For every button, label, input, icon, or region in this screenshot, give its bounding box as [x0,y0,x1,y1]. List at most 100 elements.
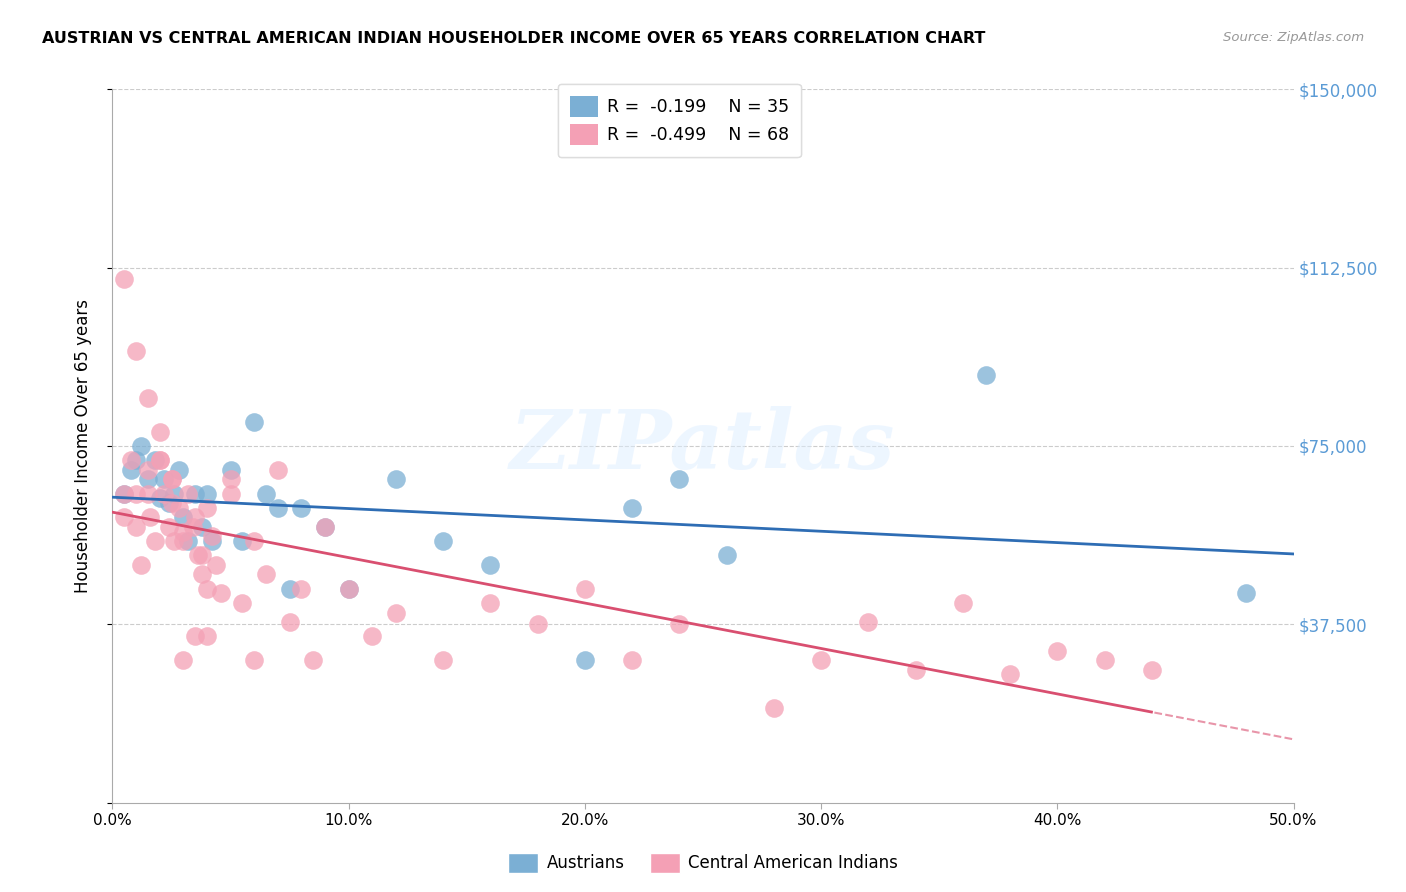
Point [143,534,166,549]
Point [668,472,690,486]
Point [952,596,974,610]
Point [160,496,183,510]
Point [191,549,214,563]
Point [219,463,242,477]
Point [157,520,180,534]
Point [120,453,142,467]
Point [267,500,290,515]
Point [125,343,148,358]
Point [163,486,186,500]
Point [302,653,325,667]
Point [112,272,135,286]
Point [129,558,152,572]
Point [184,629,207,643]
Point [129,439,152,453]
Point [904,663,927,677]
Point [184,510,207,524]
Point [172,524,194,539]
Point [160,472,183,486]
Point [136,392,159,406]
Point [125,453,148,467]
Point [385,606,408,620]
Point [181,520,204,534]
Point [149,491,172,506]
Point [243,653,266,667]
Point [160,472,183,486]
Point [143,453,166,467]
Point [172,653,194,667]
Point [231,534,253,549]
Point [290,500,312,515]
Legend: R =  -0.199    N = 35, R =  -0.499    N = 68: R = -0.199 N = 35, R = -0.499 N = 68 [558,84,801,157]
Point [858,615,880,629]
Point [1234,586,1257,600]
Point [621,500,644,515]
Point [314,520,336,534]
Point [278,615,301,629]
Legend: Austrians, Central American Indians: Austrians, Central American Indians [502,847,904,880]
Point [314,520,336,534]
Point [209,586,232,600]
Point [1094,653,1116,667]
Point [201,534,224,549]
Point [243,415,266,429]
Text: ZIPatlas: ZIPatlas [510,406,896,486]
Point [191,567,214,582]
Point [167,500,190,515]
Point [195,582,218,596]
Point [290,582,312,596]
Point [136,463,159,477]
Point [112,510,135,524]
Point [479,558,502,572]
Point [432,534,454,549]
Point [172,534,194,549]
Point [976,368,998,382]
Point [153,472,176,486]
Point [526,617,548,632]
Point [716,549,738,563]
Point [1140,663,1163,677]
Point [112,486,135,500]
Point [184,486,207,500]
Point [337,582,360,596]
Point [157,496,180,510]
Point [177,534,200,549]
Text: Source: ZipAtlas.com: Source: ZipAtlas.com [1223,31,1364,45]
Point [621,653,644,667]
Point [163,534,186,549]
Point [267,463,290,477]
Point [479,596,502,610]
Point [177,486,200,500]
Point [810,653,832,667]
Point [254,486,277,500]
Point [762,700,785,714]
Point [136,472,159,486]
Point [186,549,208,563]
Point [139,510,162,524]
Point [432,653,454,667]
Point [167,463,190,477]
Point [361,629,384,643]
Point [195,629,218,643]
Point [219,472,242,486]
Point [120,463,142,477]
Point [998,667,1021,681]
Point [125,486,148,500]
Point [201,529,224,543]
Point [385,472,408,486]
Point [243,534,266,549]
Point [149,453,172,467]
Point [112,486,135,500]
Point [254,567,277,582]
Point [191,520,214,534]
Point [149,425,172,439]
Point [337,582,360,596]
Point [153,486,176,500]
Point [231,596,253,610]
Point [574,582,596,596]
Text: AUSTRIAN VS CENTRAL AMERICAN INDIAN HOUSEHOLDER INCOME OVER 65 YEARS CORRELATION: AUSTRIAN VS CENTRAL AMERICAN INDIAN HOUS… [42,31,986,46]
Point [149,453,172,467]
Point [1046,643,1069,657]
Point [574,653,596,667]
Point [278,582,301,596]
